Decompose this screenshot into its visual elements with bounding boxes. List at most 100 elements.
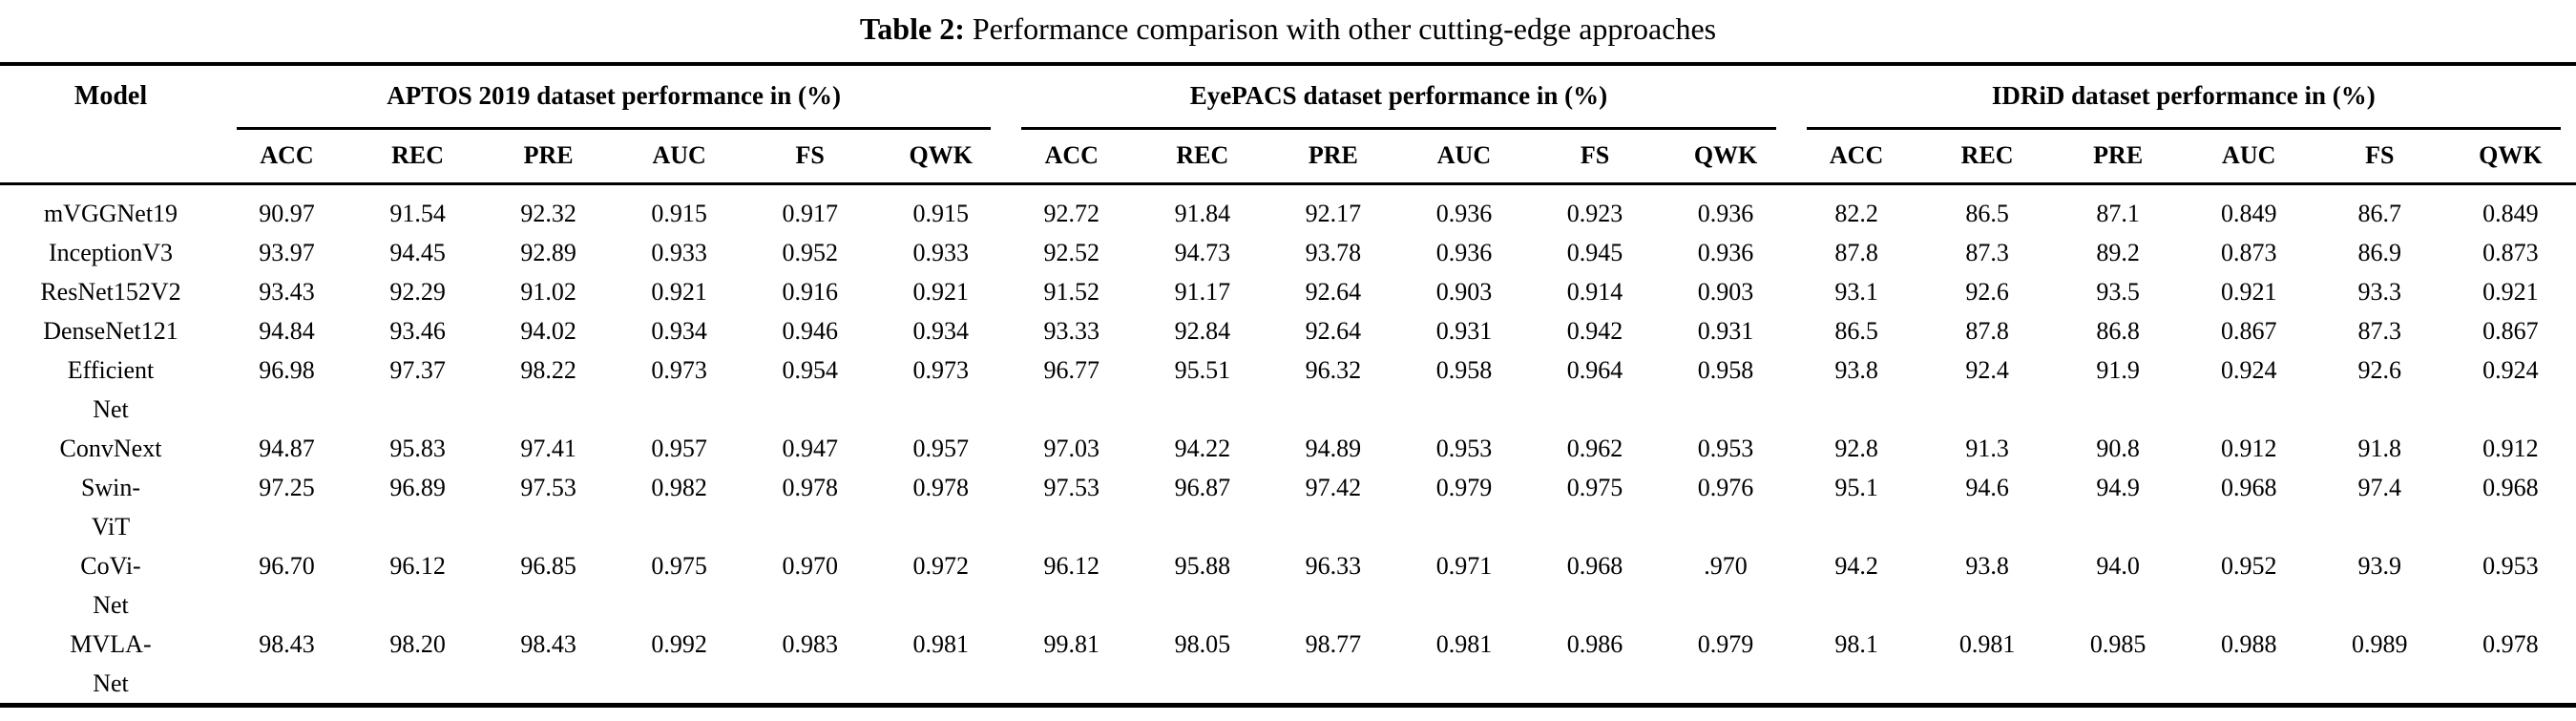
metric-value: 0.953 (1697, 435, 1754, 462)
metric-value: 93.97 (259, 239, 315, 266)
metric-value: 97.41 (520, 435, 576, 462)
metric-value: 91.52 (1043, 278, 1100, 306)
metric-header-acc: ACC (1006, 130, 1138, 185)
metric-value: 0.992 (651, 630, 707, 658)
group-header-idrid-label: IDRiD dataset performance in (%) (1806, 77, 2561, 130)
metric-value: 93.5 (2096, 278, 2140, 306)
metric-value: 0.978 (2482, 630, 2539, 658)
metric-value: 0.921 (912, 278, 970, 306)
metric-value: 96.89 (389, 474, 446, 501)
metric-value: 0.914 (1566, 278, 1623, 306)
metric-value: 0.936 (1435, 200, 1493, 227)
metric-value: 92.84 (1174, 317, 1231, 345)
metric-value: 0.936 (1697, 200, 1754, 227)
metric-value: 0.933 (651, 239, 707, 266)
metric-value: 97.53 (1043, 474, 1100, 501)
metric-value: 0.970 (782, 552, 838, 580)
metric-value: 0.953 (2482, 552, 2539, 580)
metric-value: 94.73 (1174, 239, 1231, 266)
metric-value: 93.43 (259, 278, 315, 306)
metric-value: 96.12 (389, 552, 446, 580)
metric-header-fs: FS (744, 130, 876, 185)
metric-header-row: ACC REC PRE AUC FS QWK ACC REC PRE AUC FS QWK ACC REC… (0, 130, 2576, 185)
metric-value: 98.43 (520, 630, 576, 658)
metric-value: 91.3 (1965, 435, 2009, 462)
metric-value: 93.8 (1834, 356, 1878, 384)
metric-value: 94.02 (520, 317, 576, 345)
metric-value: 93.78 (1305, 239, 1362, 266)
metric-value: 93.8 (1965, 552, 2009, 580)
metric-value: 0.945 (1566, 239, 1623, 266)
metric-value: 92.29 (389, 278, 446, 306)
metric-value: 94.2 (1834, 552, 1878, 580)
metric-value: 91.84 (1174, 200, 1231, 227)
metric-value: 0.958 (1435, 356, 1493, 384)
metric-value: 96.32 (1305, 356, 1362, 384)
model-name: InceptionV3 (49, 239, 173, 266)
table-caption-text: Performance comparison with other cuttin… (964, 11, 1717, 46)
metric-value: 93.1 (1834, 278, 1878, 306)
group-header-aptos: APTOS 2019 dataset performance in (%) (221, 64, 1006, 130)
metric-value: 96.70 (259, 552, 315, 580)
metric-value: 0.915 (651, 200, 707, 227)
metric-value: 0.964 (1566, 356, 1623, 384)
metric-value: 0.903 (1697, 278, 1754, 306)
metric-header-auc: AUC (614, 130, 745, 185)
metric-value: 0.915 (912, 200, 970, 227)
metric-value: 92.8 (1834, 435, 1878, 462)
metric-value: 0.975 (1566, 474, 1623, 501)
metric-header-rec: REC (1137, 130, 1268, 185)
model-name: ConvNext (59, 435, 162, 462)
metric-value: 96.33 (1305, 552, 1362, 580)
metric-value: 0.924 (2220, 356, 2277, 384)
metric-value: 0.912 (2482, 435, 2539, 462)
metric-value: 0.958 (1697, 356, 1754, 384)
metric-value: 97.37 (389, 356, 446, 384)
metric-value: 0.936 (1435, 239, 1493, 266)
table-row: Swin- ViT 97.25 96.89 97.53 0.982 0.978 0.978 9… (0, 468, 2576, 546)
metric-value: 97.42 (1305, 474, 1362, 501)
metric-header-auc: AUC (1398, 130, 1530, 185)
column-header-model: Model (0, 64, 221, 185)
metric-value: 86.7 (2357, 200, 2402, 227)
metric-value: 0.968 (2482, 474, 2539, 501)
metric-value: 97.03 (1043, 435, 1100, 462)
metric-value: 0.957 (912, 435, 970, 462)
metric-value: 0.921 (651, 278, 707, 306)
metric-value: 0.952 (2220, 552, 2277, 580)
metric-value: 82.2 (1834, 200, 1878, 227)
metric-header-fs: FS (2314, 130, 2445, 185)
metric-value: 98.22 (520, 356, 576, 384)
metric-header-fs: FS (1529, 130, 1661, 185)
metric-value: 93.46 (389, 317, 446, 345)
metric-value: 0.968 (2220, 474, 2277, 501)
metric-value: 92.64 (1305, 317, 1362, 345)
metric-header-acc: ACC (221, 130, 353, 185)
metric-value: 94.84 (259, 317, 315, 345)
model-name: CoVi- Net (80, 552, 141, 619)
metric-value: 0.972 (912, 552, 970, 580)
metric-value: 0.903 (1435, 278, 1493, 306)
metric-value: 95.51 (1174, 356, 1231, 384)
table-row: ConvNext 94.87 95.83 97.41 0.957 0.947 0.957 97… (0, 429, 2576, 468)
metric-value: 0.981 (1958, 630, 2016, 658)
table-row: mVGGNet19 90.97 91.54 92.32 0.915 0.917 0.915 9… (0, 184, 2576, 234)
metric-value: 95.88 (1174, 552, 1231, 580)
model-name: Swin- ViT (80, 474, 141, 541)
metric-value: 0.981 (1435, 630, 1493, 658)
metric-value: 91.9 (2096, 356, 2140, 384)
metric-value: 0.934 (912, 317, 970, 345)
metric-value: 87.1 (2096, 200, 2140, 227)
metric-header-rec: REC (1921, 130, 2053, 185)
metric-value: 86.5 (1965, 200, 2009, 227)
metric-value: 0.946 (782, 317, 838, 345)
metric-value: 0.988 (2220, 630, 2277, 658)
metric-value: 90.97 (259, 200, 315, 227)
metric-value: 91.54 (389, 200, 446, 227)
table-row: InceptionV3 93.97 94.45 92.89 0.933 0.952 0.93… (0, 233, 2576, 272)
metric-value: 91.02 (520, 278, 576, 306)
metric-value: 0.952 (782, 239, 838, 266)
metric-value: 92.6 (1965, 278, 2009, 306)
metric-value: 0.873 (2220, 239, 2277, 266)
metric-value: 86.8 (2096, 317, 2140, 345)
